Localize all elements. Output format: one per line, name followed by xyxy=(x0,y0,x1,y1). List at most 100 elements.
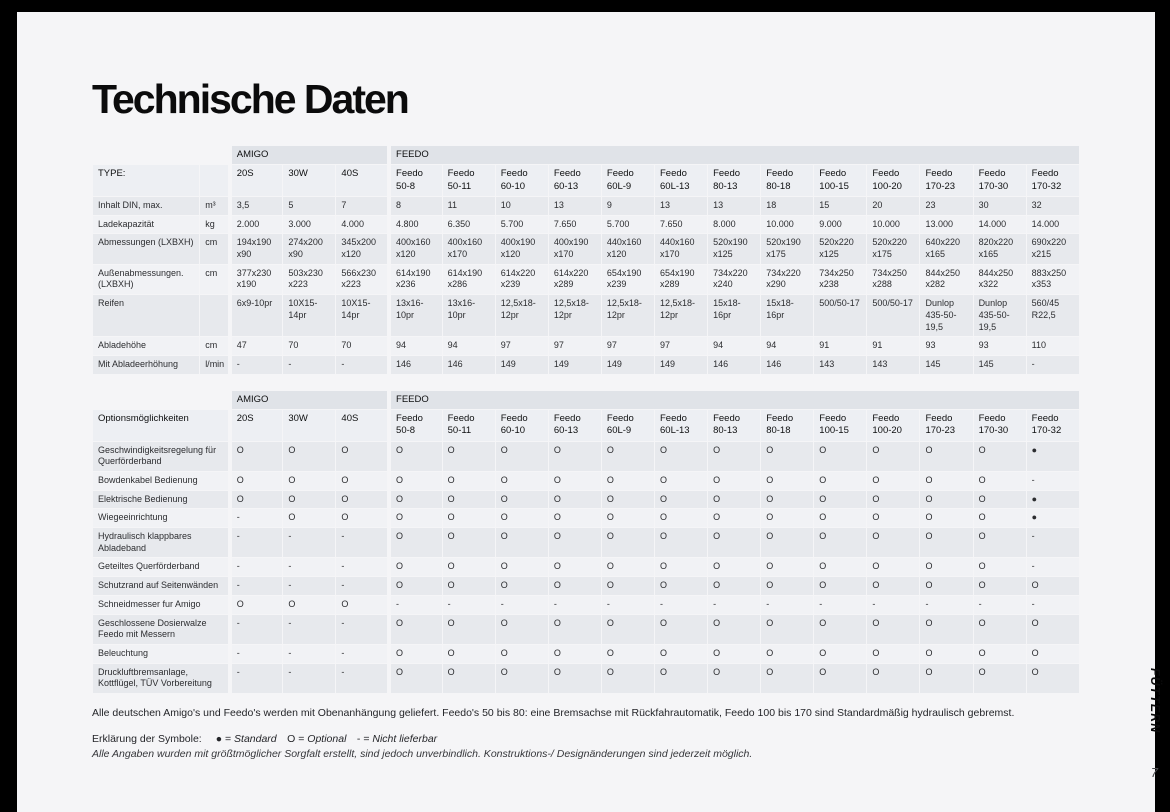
value-cell: 94 xyxy=(441,336,496,356)
value-cell: O xyxy=(866,440,921,473)
value-cell: 440x160 x170 xyxy=(653,233,709,265)
value-cell: 13 xyxy=(547,196,602,216)
value-cell: O xyxy=(972,557,1027,578)
value-cell: - xyxy=(227,662,284,694)
value-cell: - xyxy=(335,527,390,559)
value-cell: O xyxy=(707,576,762,596)
row-label: Geschwindigkeitsregelung für Querförderb… xyxy=(91,440,231,473)
legend-items: ● = Standard O = Optional - = Nicht lief… xyxy=(216,733,437,745)
value-cell: 146 xyxy=(707,354,762,375)
row-label: Ladekapazität xyxy=(91,214,201,235)
value-cell: O xyxy=(707,613,762,645)
value-cell: O xyxy=(441,471,496,491)
value-cell: O xyxy=(760,508,815,529)
row-label: Außenabmessungen. (LXBXH) xyxy=(91,263,201,296)
row-label: Beleuchtung xyxy=(91,643,231,664)
value-cell: 30 xyxy=(972,196,1027,216)
value-cell: O xyxy=(866,489,921,510)
value-cell: - xyxy=(227,508,284,529)
value-cell: O xyxy=(600,662,656,694)
value-cell: - xyxy=(494,594,549,615)
value-cell: 10.000 xyxy=(866,214,921,235)
value-cell: O xyxy=(494,643,549,664)
value-cell: O xyxy=(441,613,496,645)
value-cell: 274x200 x90 xyxy=(282,233,337,265)
value-cell: O xyxy=(919,527,974,559)
value-cell: - xyxy=(972,594,1027,615)
row-label: Wiegeeinrichtung xyxy=(91,508,231,529)
technical-specs-table: AMIGO FEEDO TYPE: 20S 30W 40S Feedo 50-8 Feedo … xyxy=(91,144,1081,375)
value-cell: O xyxy=(494,471,549,491)
value-cell: O xyxy=(813,643,868,664)
value-cell: - xyxy=(227,557,284,578)
value-cell: O xyxy=(813,576,868,596)
value-cell: 23 xyxy=(919,196,974,216)
row-label: Reifen xyxy=(91,294,201,338)
value-cell: 143 xyxy=(866,354,921,375)
model-header: Feedo 60-13 xyxy=(547,164,602,198)
value-cell: O xyxy=(494,557,549,578)
value-cell: 5.700 xyxy=(600,214,656,235)
brochure-page: Technische Daten AMIGO FEEDO TYPE: 20S 30W 40… xyxy=(17,12,1155,812)
value-cell: 7 xyxy=(335,196,390,216)
section-side-label: FÜTTERN xyxy=(1148,668,1162,734)
model-header: Feedo 170-23 xyxy=(919,408,974,442)
value-cell: 400x190 x170 xyxy=(547,233,602,265)
value-cell: O xyxy=(387,471,443,491)
model-header: Feedo 50-11 xyxy=(441,164,496,198)
legend-symbol: O = xyxy=(287,732,308,745)
table-row: Außenabmessungen. (LXBXH) cm 377x230 x190 5… xyxy=(91,263,1081,296)
value-cell: O xyxy=(335,471,390,491)
value-cell: 734x250 x288 xyxy=(866,263,921,296)
value-cell: - xyxy=(227,576,284,596)
value-cell: 14.000 xyxy=(1025,214,1081,235)
value-cell: O xyxy=(813,471,868,491)
value-cell: O xyxy=(1025,643,1081,664)
value-cell: O xyxy=(227,489,284,510)
group-spacer xyxy=(91,144,231,166)
value-cell: ● xyxy=(1025,440,1081,473)
value-cell: O xyxy=(866,643,921,664)
value-cell: O xyxy=(760,643,815,664)
options-table: AMIGO FEEDO Optionsmöglichkeiten 20S 30W 40S F… xyxy=(91,389,1081,694)
value-cell: 13x16-10pr xyxy=(441,294,496,338)
model-header: Feedo 170-32 xyxy=(1025,164,1081,198)
model-header: Feedo 60L-9 xyxy=(600,408,656,442)
row-label: Geschlossene Dosierwalze Feedo mit Messe… xyxy=(91,613,231,645)
value-cell: O xyxy=(494,576,549,596)
value-cell: O xyxy=(653,576,709,596)
value-cell: O xyxy=(919,643,974,664)
table-row: Schutzrand auf Seitenwänden - - - O O O O O O O O O O… xyxy=(91,576,1081,596)
value-cell: 15x18-16pr xyxy=(707,294,762,338)
value-cell: O xyxy=(547,527,602,559)
value-cell: O xyxy=(653,643,709,664)
table-row: Geschwindigkeitsregelung für Querförderb… xyxy=(91,440,1081,473)
table-row: Schneidmesser fur Amigo O O O - - - - - - - - - - - - - xyxy=(91,594,1081,615)
value-cell: 520x190 x125 xyxy=(707,233,762,265)
model-header: Feedo 50-8 xyxy=(387,408,443,442)
model-header: Feedo 80-18 xyxy=(760,164,815,198)
value-cell: 844x250 x322 xyxy=(972,263,1027,296)
value-cell: O xyxy=(547,613,602,645)
row-label: Schutzrand auf Seitenwänden xyxy=(91,576,231,596)
value-cell: - xyxy=(227,613,284,645)
value-cell: O xyxy=(866,557,921,578)
value-cell: - xyxy=(1025,354,1081,375)
value-cell: - xyxy=(335,576,390,596)
value-cell: - xyxy=(282,527,337,559)
value-cell: O xyxy=(653,613,709,645)
value-cell: O xyxy=(441,643,496,664)
value-cell: - xyxy=(653,594,709,615)
value-cell: 18 xyxy=(760,196,815,216)
model-header: 30W xyxy=(282,164,337,198)
value-cell: 149 xyxy=(547,354,602,375)
value-cell: O xyxy=(707,489,762,510)
value-cell: 110 xyxy=(1025,336,1081,356)
value-cell: 91 xyxy=(866,336,921,356)
value-cell: 4.800 xyxy=(387,214,443,235)
value-cell: O xyxy=(600,440,656,473)
value-cell: O xyxy=(919,508,974,529)
value-cell: 6.350 xyxy=(441,214,496,235)
value-cell: O xyxy=(1025,613,1081,645)
value-cell: O xyxy=(600,613,656,645)
